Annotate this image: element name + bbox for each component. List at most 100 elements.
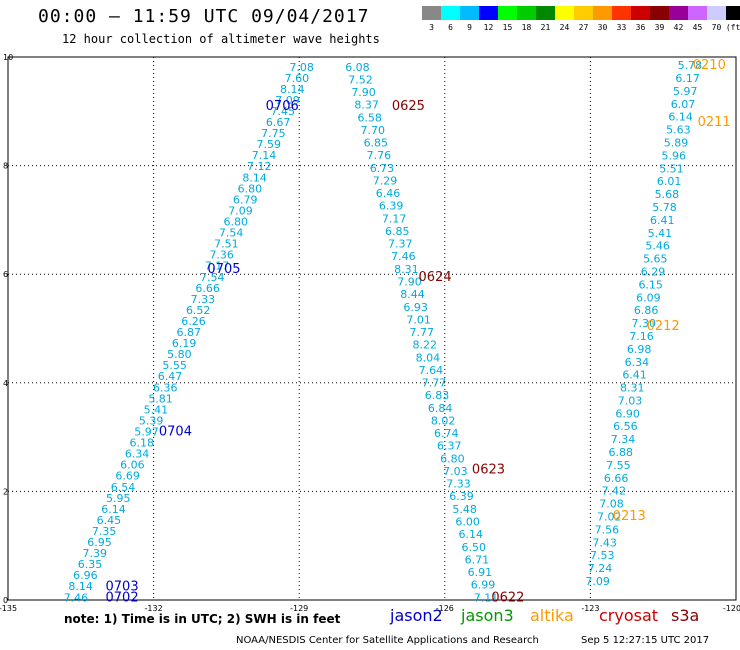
y-tick-label: 10 bbox=[3, 53, 13, 62]
wave-height-value: 6.93 bbox=[403, 301, 428, 314]
wave-height-value: 8.02 bbox=[431, 414, 456, 427]
track-time-label: 0625 bbox=[392, 99, 425, 114]
wave-height-value: 7.90 bbox=[351, 86, 376, 99]
wave-height-value: 5.41 bbox=[648, 227, 673, 240]
track-time-label: 0706 bbox=[266, 99, 299, 114]
legend-jason3: jason3 bbox=[461, 606, 514, 625]
wave-height-value: 6.46 bbox=[376, 187, 401, 200]
color-swatch bbox=[536, 6, 555, 20]
wave-height-value: 5.68 bbox=[655, 188, 680, 201]
wave-height-value: 5.51 bbox=[659, 162, 684, 175]
wave-height-value: 8.37 bbox=[354, 99, 379, 112]
wave-height-value: 6.85 bbox=[364, 137, 389, 150]
wave-height-value: 7.14 bbox=[252, 149, 277, 162]
color-scale-label: 21 bbox=[540, 23, 551, 32]
y-tick-label: 0 bbox=[3, 596, 8, 605]
x-tick-label: -120 bbox=[723, 604, 740, 613]
wave-height-value: 6.90 bbox=[615, 407, 640, 420]
wave-height-value: 6.29 bbox=[641, 265, 666, 278]
wave-height-value: 6.41 bbox=[650, 214, 675, 227]
wave-height-value: 6.73 bbox=[370, 162, 395, 175]
color-scale-label: 12 bbox=[483, 23, 494, 32]
track-time-label: 0624 bbox=[419, 270, 452, 285]
track-time-label: 0622 bbox=[491, 590, 524, 605]
wave-height-value: 6.35 bbox=[78, 558, 103, 571]
wave-height-value: 6.52 bbox=[186, 304, 211, 317]
wave-height-value: 7.45 bbox=[271, 105, 296, 118]
wave-height-value: 7.51 bbox=[214, 238, 239, 251]
wave-height-value: 6.08 bbox=[345, 61, 370, 74]
wave-height-value: 8.14 bbox=[68, 580, 93, 593]
generation-timestamp: Sep 5 12:27:15 UTC 2017 bbox=[581, 635, 710, 646]
wave-height-value: 7.17 bbox=[382, 212, 407, 225]
wave-height-value: 5.80 bbox=[167, 348, 192, 361]
wave-height-value: 5.39 bbox=[139, 414, 164, 427]
color-swatch bbox=[650, 6, 669, 20]
wave-height-value: 5.81 bbox=[148, 392, 173, 405]
track-time-label: 0210 bbox=[693, 58, 726, 73]
wave-height-value: 6.50 bbox=[462, 541, 487, 554]
wave-height-value: 6.14 bbox=[101, 503, 126, 516]
color-swatch bbox=[441, 6, 460, 20]
wave-height-value: 7.37 bbox=[388, 238, 413, 251]
wave-height-value: 7.35 bbox=[92, 525, 117, 538]
wave-height-value: 7.60 bbox=[285, 72, 310, 85]
wave-height-value: 6.14 bbox=[668, 111, 693, 124]
chart-subtitle: 12 hour collection of altimeter wave hei… bbox=[62, 32, 380, 46]
wave-height-value: 5.65 bbox=[643, 253, 668, 266]
wave-height-value: 6.17 bbox=[675, 72, 700, 85]
wave-height-value: 8.04 bbox=[416, 351, 441, 364]
wave-height-value: 6.79 bbox=[233, 193, 258, 206]
wave-height-value: 7.09 bbox=[228, 204, 253, 217]
color-scale-label: 9 bbox=[467, 23, 472, 32]
color-swatch bbox=[669, 6, 688, 20]
wave-height-value: 8.31 bbox=[620, 382, 645, 395]
wave-height-value: 6.91 bbox=[468, 566, 493, 579]
y-tick-label: 2 bbox=[3, 487, 8, 496]
wave-height-value: 5.97 bbox=[134, 426, 159, 439]
wave-height-value: 6.66 bbox=[195, 282, 220, 295]
color-swatch bbox=[593, 6, 612, 20]
wave-height-value: 7.53 bbox=[590, 549, 615, 562]
wave-height-value: 6.54 bbox=[111, 481, 136, 494]
color-scale-label: 45 bbox=[692, 23, 703, 32]
wave-height-value: 8.31 bbox=[394, 263, 419, 276]
wave-height-value: 6.39 bbox=[379, 200, 404, 213]
x-tick-label: -132 bbox=[145, 604, 163, 613]
wave-height-value: 7.09 bbox=[275, 94, 300, 107]
wave-height-value: 6.99 bbox=[471, 579, 496, 592]
track-time-label: 0213 bbox=[613, 509, 646, 524]
wave-height-value: 6.88 bbox=[608, 446, 633, 459]
units-note: note: 1) Time is in UTC; 2) SWH is in fe… bbox=[64, 612, 341, 626]
color-scale-label: 70 bbox=[711, 23, 722, 32]
plot-frame bbox=[7, 56, 737, 601]
wave-height-value: 7.90 bbox=[397, 276, 422, 289]
y-tick-label: 8 bbox=[3, 162, 8, 171]
wave-height-value: 7.08 bbox=[599, 498, 624, 511]
wave-height-value: 6.00 bbox=[455, 515, 480, 528]
wave-height-value: 5.48 bbox=[452, 503, 477, 516]
wave-height-value: 7.01 bbox=[406, 313, 431, 326]
chart-title: 00:00 – 11:59 UTC 09/04/2017 bbox=[38, 6, 370, 27]
legend-s3a: s3a bbox=[671, 606, 700, 625]
color-scale-label: 36 bbox=[635, 23, 646, 32]
legend-cryosat: cryosat bbox=[599, 606, 659, 625]
wave-height-value: 6.34 bbox=[625, 356, 650, 369]
wave-height-value: 6.41 bbox=[622, 369, 647, 382]
wave-height-value: 7.64 bbox=[419, 364, 444, 377]
wave-height-value: 7.46 bbox=[64, 591, 89, 604]
wave-height-value: 6.26 bbox=[181, 315, 206, 328]
wave-height-value: 7.75 bbox=[261, 127, 286, 140]
color-scale-label: (ft) bbox=[725, 23, 740, 32]
track-time-label: 0212 bbox=[647, 319, 680, 334]
wave-height-value: 6.18 bbox=[130, 437, 155, 450]
wave-height-value: 7.77 bbox=[409, 326, 434, 339]
wave-height-value: 7.36 bbox=[209, 249, 234, 262]
x-tick-label: -129 bbox=[290, 604, 308, 613]
wave-height-value: 5.78 bbox=[678, 59, 703, 72]
color-scale-label: 27 bbox=[578, 23, 589, 32]
color-scale-label: 42 bbox=[673, 23, 684, 32]
wave-height-value: 8.14 bbox=[280, 83, 305, 96]
wave-height-value: 6.87 bbox=[177, 326, 202, 339]
wave-height-value: 7.08 bbox=[289, 61, 314, 74]
